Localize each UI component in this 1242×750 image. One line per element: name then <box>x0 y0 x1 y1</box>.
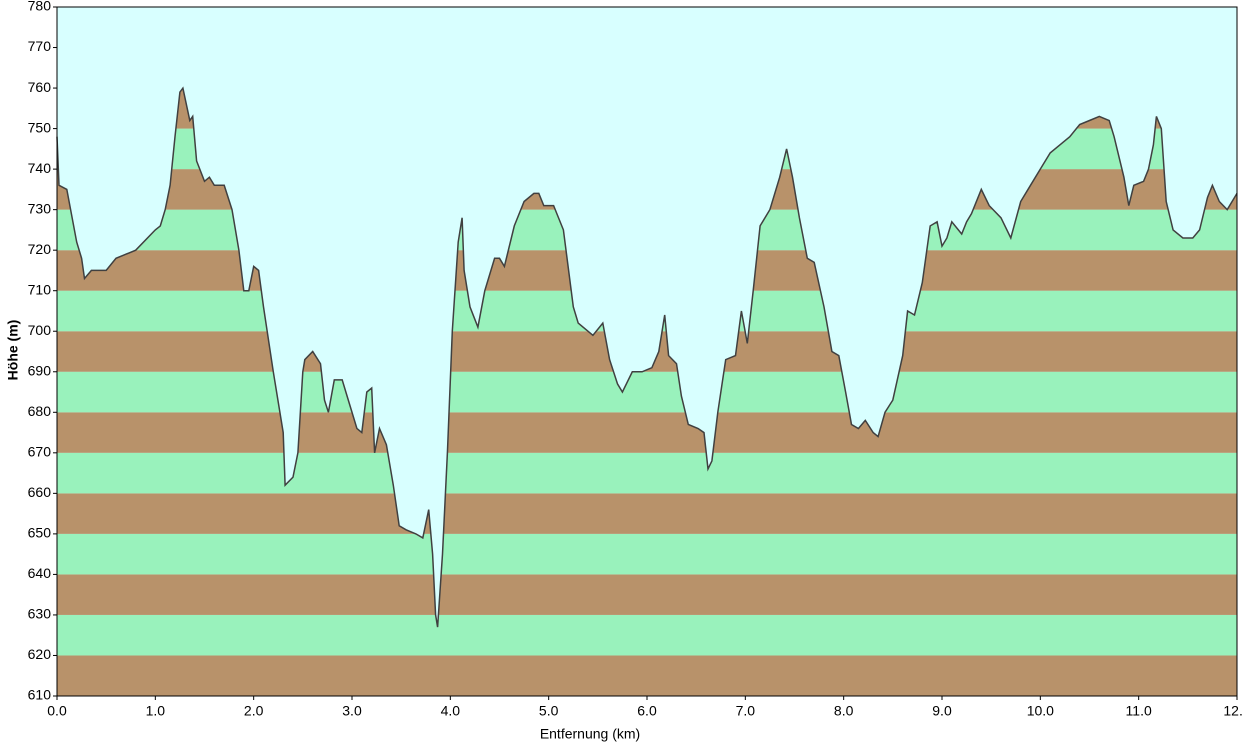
x-tick-label: 1.0 <box>146 703 166 719</box>
y-tick-label: 660 <box>28 484 52 500</box>
x-tick-label: 2.0 <box>244 703 264 719</box>
x-tick-label: 7.0 <box>736 703 756 719</box>
y-tick-label: 780 <box>28 0 52 14</box>
band <box>57 493 1237 534</box>
y-tick-label: 770 <box>28 38 52 54</box>
band <box>57 614 1237 656</box>
y-tick-label: 710 <box>28 281 52 297</box>
x-tick-label: 11.0 <box>1126 703 1152 719</box>
y-tick-label: 680 <box>28 403 52 419</box>
band <box>57 412 1237 453</box>
x-tick-label: 6.0 <box>637 703 657 719</box>
band <box>57 574 1237 615</box>
x-tick-label: 0.0 <box>47 703 67 719</box>
y-tick-label: 620 <box>28 646 52 662</box>
y-tick-label: 690 <box>28 362 52 378</box>
y-tick-label: 720 <box>28 241 52 257</box>
x-tick-label: 3.0 <box>342 703 362 719</box>
y-tick-label: 700 <box>28 322 52 338</box>
x-tick-label: 10.0 <box>1027 703 1054 719</box>
profile-line <box>56 86 1238 628</box>
x-tick-label: 9.0 <box>932 703 952 719</box>
y-tick-label: 640 <box>28 565 52 581</box>
x-tick-label: 5.0 <box>539 703 559 719</box>
y-axis-label: Höhe (m) <box>5 320 21 381</box>
y-tick-label: 730 <box>28 200 52 216</box>
band <box>57 655 1237 696</box>
band <box>57 452 1237 494</box>
x-tick-label: 12.0 <box>1223 703 1242 719</box>
y-tick-label: 670 <box>28 444 52 460</box>
y-tick-label: 750 <box>28 119 52 135</box>
y-tick-label: 610 <box>28 687 52 703</box>
band <box>57 533 1237 575</box>
band <box>57 371 1237 413</box>
x-axis-label: Entfernung (km) <box>540 726 640 742</box>
x-tick-label: 8.0 <box>834 703 854 719</box>
y-tick-label: 630 <box>28 606 52 622</box>
y-tick-label: 760 <box>28 79 52 95</box>
y-tick-label: 740 <box>28 160 52 176</box>
y-tick-label: 650 <box>28 525 52 541</box>
x-tick-label: 4.0 <box>441 703 461 719</box>
